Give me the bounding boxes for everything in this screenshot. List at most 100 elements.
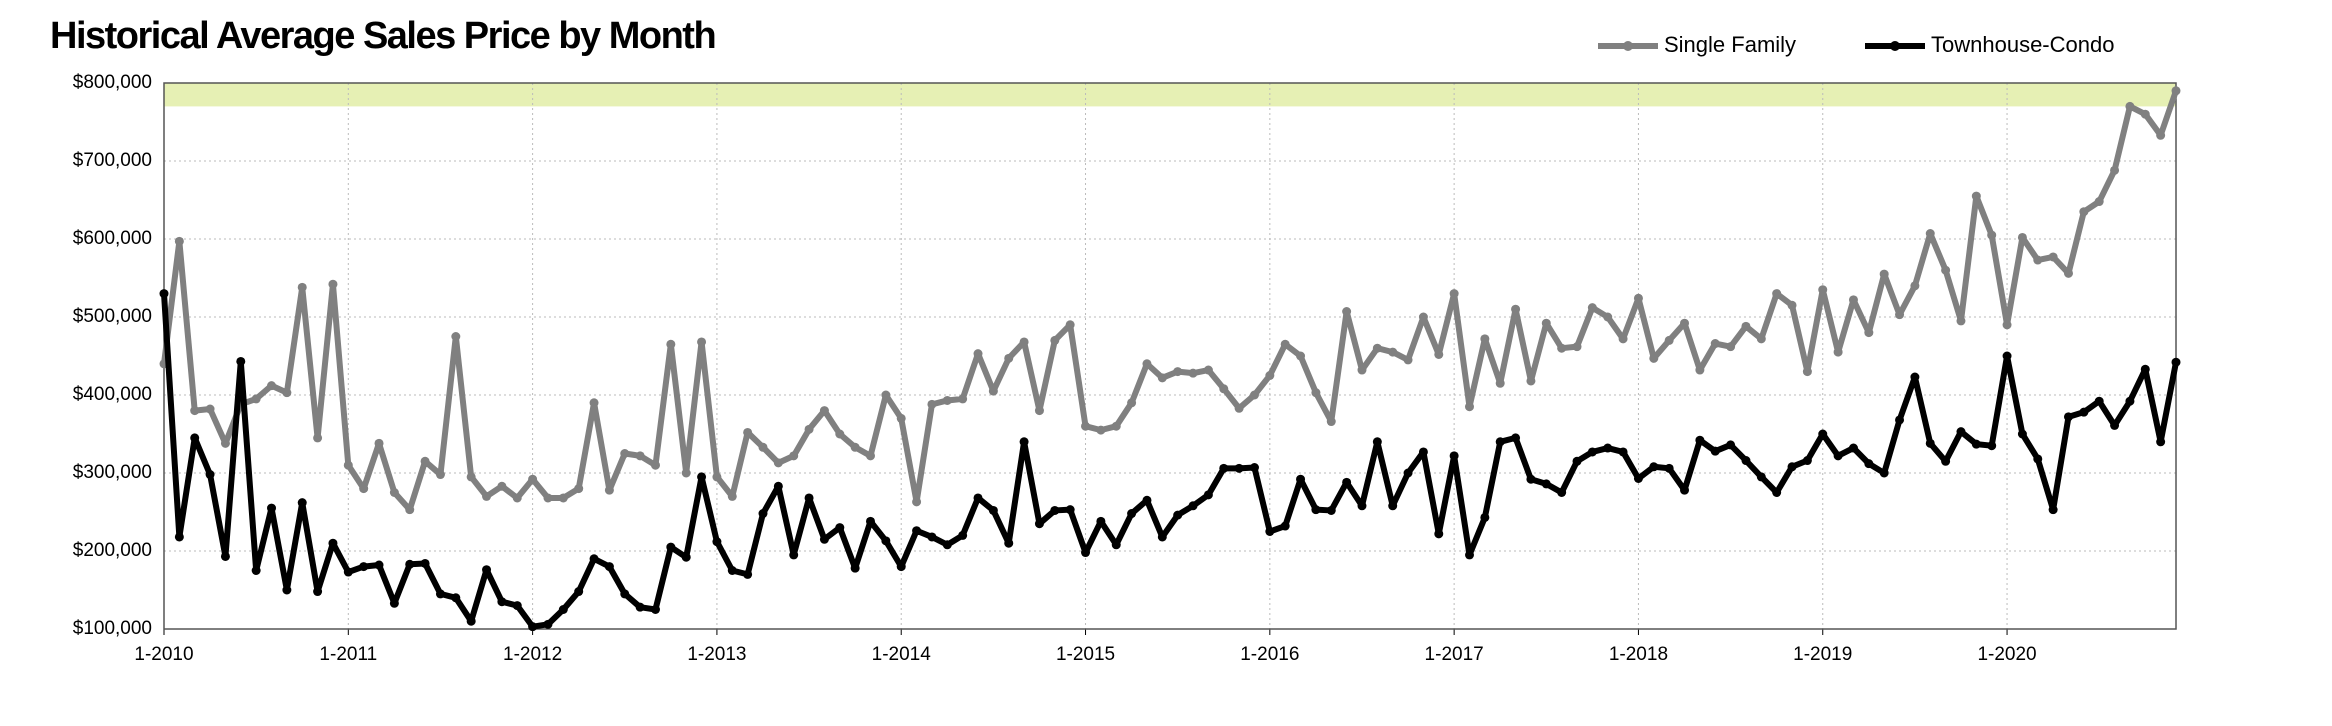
point bbox=[2048, 505, 2058, 515]
point bbox=[174, 532, 184, 542]
point bbox=[543, 493, 553, 503]
point bbox=[1050, 335, 1060, 345]
point bbox=[2094, 396, 2104, 406]
point bbox=[1633, 473, 1643, 483]
point bbox=[804, 424, 814, 434]
point bbox=[1680, 485, 1690, 495]
point bbox=[681, 552, 691, 562]
legend-label: Townhouse-Condo bbox=[1931, 32, 2114, 57]
point bbox=[1956, 316, 1966, 326]
point bbox=[988, 505, 998, 515]
point bbox=[1557, 343, 1567, 353]
point bbox=[1157, 532, 1167, 542]
point bbox=[1541, 318, 1551, 328]
point bbox=[1664, 335, 1674, 345]
point bbox=[2063, 412, 2073, 422]
point bbox=[1249, 463, 1259, 473]
point bbox=[1971, 191, 1981, 201]
point bbox=[1910, 281, 1920, 291]
point bbox=[1633, 293, 1643, 303]
y-tick-label: $800,000 bbox=[73, 72, 152, 93]
point bbox=[1357, 501, 1367, 511]
point bbox=[1511, 433, 1521, 443]
point bbox=[466, 616, 476, 626]
point bbox=[1326, 417, 1336, 427]
point bbox=[1034, 406, 1044, 416]
point bbox=[205, 404, 215, 414]
point bbox=[1127, 509, 1137, 519]
point bbox=[497, 481, 507, 491]
point bbox=[2063, 268, 2073, 278]
point bbox=[1987, 441, 1997, 451]
point bbox=[1726, 342, 1736, 352]
point bbox=[666, 542, 676, 552]
point bbox=[1587, 303, 1597, 313]
point bbox=[435, 589, 445, 599]
point bbox=[359, 562, 369, 572]
legend-marker bbox=[1623, 41, 1633, 51]
point bbox=[1772, 488, 1782, 497]
point bbox=[1004, 353, 1014, 363]
point bbox=[1296, 474, 1306, 484]
point bbox=[835, 429, 845, 439]
point bbox=[1142, 495, 1152, 505]
point bbox=[896, 413, 906, 423]
point bbox=[1464, 402, 1474, 412]
point bbox=[1311, 505, 1321, 515]
point bbox=[2094, 197, 2104, 207]
point bbox=[574, 587, 584, 597]
point bbox=[635, 451, 645, 461]
point bbox=[1265, 371, 1275, 380]
point bbox=[2156, 130, 2166, 140]
point bbox=[1925, 438, 1935, 448]
point bbox=[435, 470, 445, 480]
point bbox=[620, 589, 630, 599]
point bbox=[681, 468, 691, 478]
point bbox=[1434, 529, 1444, 539]
point bbox=[1388, 501, 1398, 511]
point bbox=[1833, 347, 1843, 357]
point bbox=[2017, 232, 2027, 242]
point bbox=[912, 497, 922, 507]
point bbox=[789, 550, 799, 560]
point bbox=[1572, 342, 1582, 352]
point bbox=[988, 386, 998, 396]
point bbox=[1495, 437, 1505, 447]
point bbox=[881, 390, 891, 400]
point bbox=[1695, 365, 1705, 375]
point bbox=[1203, 490, 1213, 500]
point bbox=[1019, 337, 1029, 347]
point bbox=[712, 472, 722, 482]
point bbox=[1541, 479, 1551, 489]
point bbox=[282, 388, 292, 398]
point bbox=[1142, 359, 1152, 369]
point bbox=[850, 563, 860, 573]
point bbox=[789, 451, 799, 461]
point bbox=[1372, 437, 1382, 447]
x-tick-label: 1-2012 bbox=[503, 644, 562, 665]
point bbox=[973, 493, 983, 503]
point bbox=[912, 526, 922, 536]
point bbox=[1311, 388, 1321, 398]
point bbox=[1526, 376, 1536, 386]
point bbox=[236, 356, 246, 366]
point bbox=[1449, 451, 1459, 461]
point bbox=[528, 622, 538, 632]
point bbox=[1618, 447, 1628, 457]
point bbox=[835, 523, 845, 533]
x-tick-label: 1-2018 bbox=[1609, 644, 1668, 665]
point bbox=[1388, 347, 1398, 357]
point bbox=[1111, 421, 1121, 431]
x-tick-label: 1-2011 bbox=[319, 644, 377, 665]
x-tick-label: 1-2015 bbox=[1056, 644, 1115, 665]
point bbox=[819, 534, 829, 544]
point bbox=[389, 488, 399, 497]
point bbox=[1342, 307, 1352, 317]
point bbox=[1096, 516, 1106, 526]
x-tick-label: 1-2020 bbox=[1977, 644, 2036, 665]
point bbox=[2079, 207, 2089, 217]
point bbox=[896, 562, 906, 572]
point bbox=[650, 460, 660, 470]
x-tick-label: 1-2010 bbox=[134, 644, 193, 665]
